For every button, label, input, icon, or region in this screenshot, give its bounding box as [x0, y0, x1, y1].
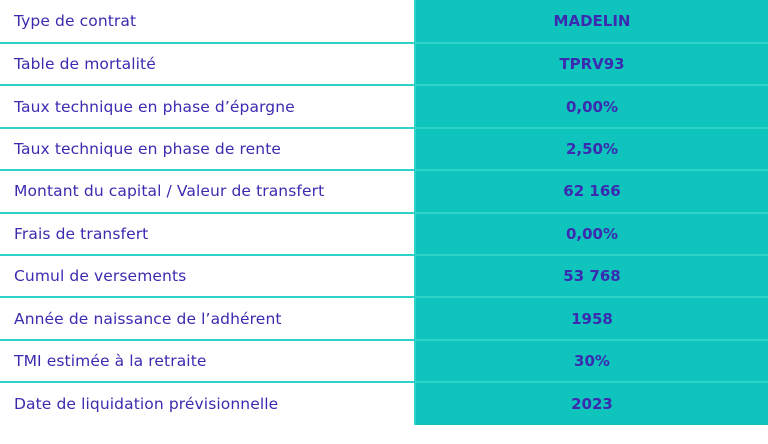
row-label: Date de liquidation prévisionnelle [0, 383, 416, 426]
row-value: 0,00% [416, 213, 768, 254]
row-label: Table de mortalité [0, 44, 416, 85]
row-value: 0,00% [416, 86, 768, 127]
row-label: Type de contrat [0, 0, 416, 42]
row-label: Frais de transfert [0, 213, 416, 254]
row-value: TPRV93 [416, 44, 768, 85]
table-row-capital-amount: Montant du capital / Valeur de transfert… [0, 171, 768, 214]
row-value: 62 166 [416, 171, 768, 212]
table-row-contract-type: Type de contrat MADELIN [0, 0, 768, 44]
table-row-transfer-fees: Frais de transfert 0,00% [0, 213, 768, 256]
row-value: 2023 [416, 383, 768, 426]
table-row-liquidation-date: Date de liquidation prévisionnelle 2023 [0, 383, 768, 426]
table-row-annuity-rate: Taux technique en phase de rente 2,50% [0, 128, 768, 172]
row-label: Montant du capital / Valeur de transfert [0, 171, 416, 212]
row-value: 1958 [416, 298, 768, 339]
row-value: 30% [416, 340, 768, 382]
row-label: Année de naissance de l’adhérent [0, 298, 416, 339]
row-value: MADELIN [416, 0, 768, 42]
table-row-mortality-table: Table de mortalité TPRV93 [0, 44, 768, 87]
row-label: TMI estimée à la retraite [0, 340, 416, 382]
row-label: Taux technique en phase de rente [0, 128, 416, 170]
row-value: 53 768 [416, 255, 768, 297]
table-row-tmi: TMI estimée à la retraite 30% [0, 340, 768, 384]
table-row-birth-year: Année de naissance de l’adhérent 1958 [0, 298, 768, 341]
row-label: Taux technique en phase d’épargne [0, 86, 416, 127]
row-label: Cumul de versements [0, 255, 416, 297]
table-row-savings-rate: Taux technique en phase d’épargne 0,00% [0, 86, 768, 129]
table-row-total-payments: Cumul de versements 53 768 [0, 255, 768, 299]
row-value: 2,50% [416, 128, 768, 170]
